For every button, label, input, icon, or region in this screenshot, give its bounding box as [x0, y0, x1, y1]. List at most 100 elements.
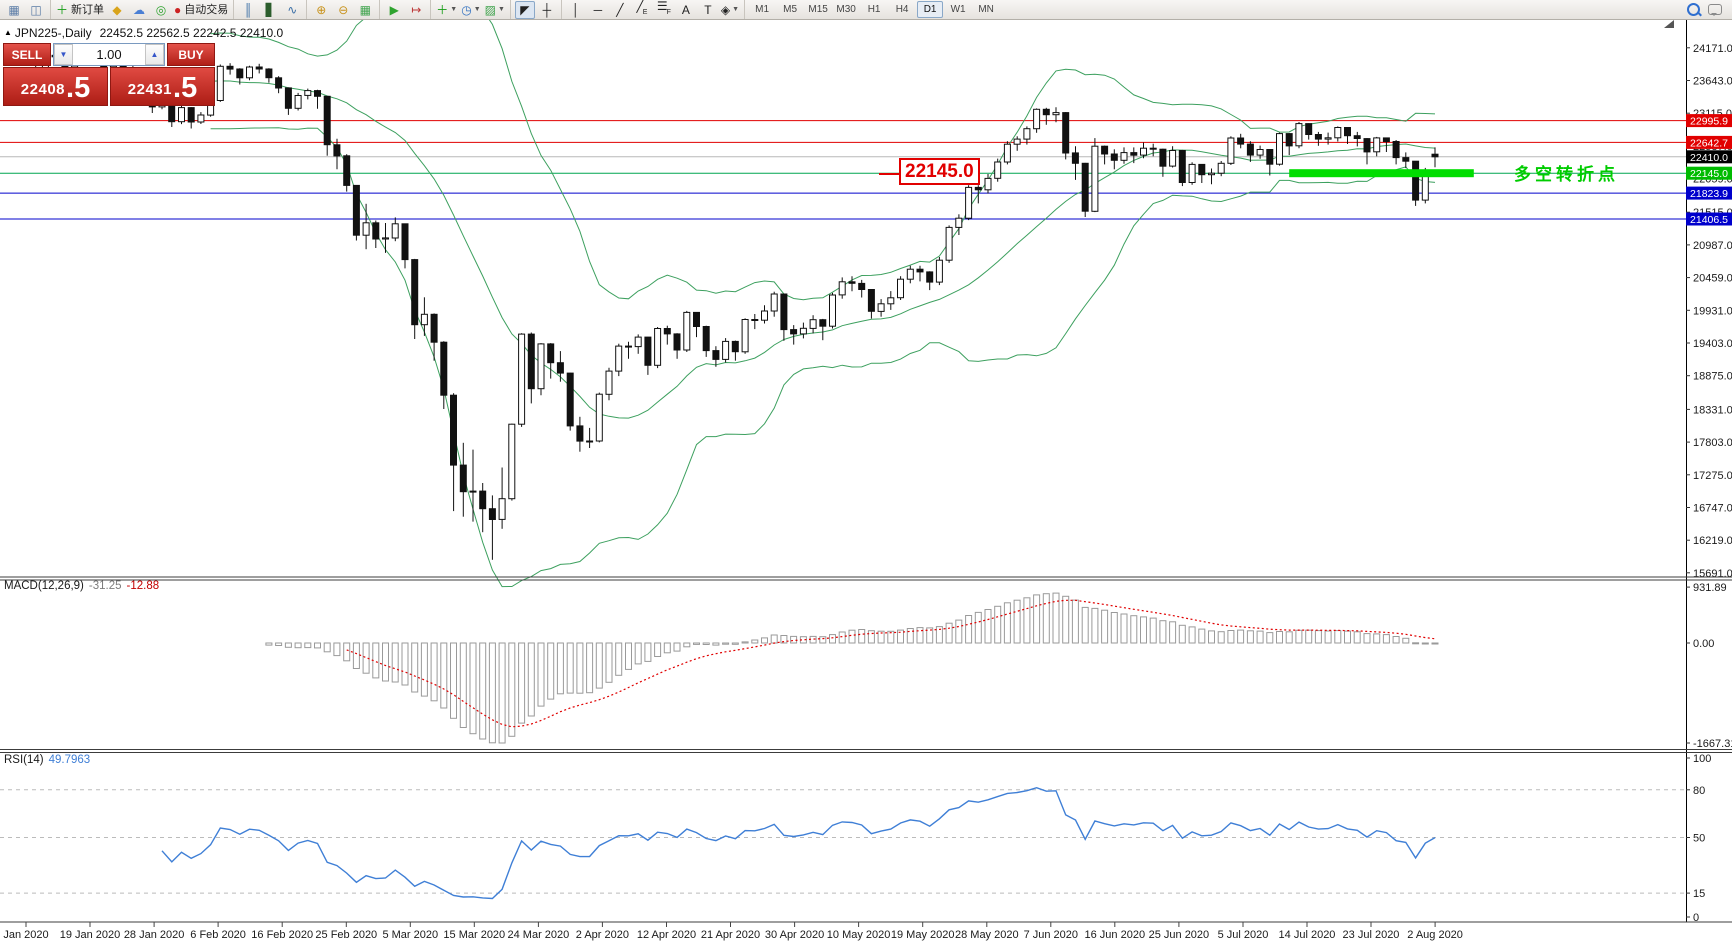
volume-increase-icon[interactable]: ▲ — [145, 44, 164, 65]
autotrading-glyph: ● — [174, 2, 182, 17]
chart-profiles-icon[interactable]: ◫ — [26, 1, 46, 19]
zoom-in-icon[interactable]: ⊕ — [311, 1, 331, 19]
auto-scroll-icon[interactable]: ▶ — [384, 1, 404, 19]
timeframe-m30-button[interactable]: M30 — [836, 4, 856, 15]
date-tick: 25 Feb 2020 — [315, 929, 377, 941]
price-tag-21406.5 — [1686, 212, 1732, 226]
community-icon[interactable]: ☁ — [129, 1, 149, 19]
equidistant-channel-glyph: ╱E — [636, 0, 648, 16]
line-chart-mode-glyph: ∿ — [287, 2, 298, 17]
crosshair-icon[interactable]: ┼ — [537, 1, 557, 19]
svg-text:22642.7: 22642.7 — [1690, 137, 1728, 149]
candlestick-mode-glyph: ▋ — [265, 2, 275, 17]
timeframe-d1-button[interactable]: D1 — [917, 1, 944, 18]
price-tick: 20987.0 — [1693, 240, 1732, 252]
arrows-glyph: ◈ — [720, 2, 731, 17]
arrows-dropdown-icon[interactable]: ▼ — [732, 5, 740, 13]
volume-spinner: ▼ 1.00 ▲ — [53, 43, 165, 66]
line-chart-mode-icon[interactable]: ∿ — [282, 1, 302, 19]
macd-panel: 931.89 0.00 -1667.31 — [265, 582, 1732, 750]
timeframe-w1-button[interactable]: W1 — [950, 4, 966, 15]
price-tick: 17803.0 — [1693, 437, 1732, 449]
horizontal-line-glyph: ─ — [593, 2, 603, 17]
cursor-icon[interactable]: ◤ — [514, 0, 535, 19]
community-glyph: ☁ — [133, 2, 146, 17]
date-tick: 14 Jul 2020 — [1279, 929, 1336, 941]
rsi-tick: 50 — [1693, 833, 1705, 845]
svg-text:22145.0: 22145.0 — [1690, 168, 1728, 180]
date-tick: 24 Mar 2020 — [508, 929, 570, 941]
template-select-dropdown-icon[interactable]: ▼ — [497, 5, 505, 13]
price-tag-22642.7 — [1686, 135, 1732, 149]
trend-line-icon[interactable]: ╱ — [610, 1, 630, 19]
equidistant-channel-icon[interactable]: ╱E — [632, 0, 652, 19]
chat-icon[interactable] — [1705, 1, 1725, 19]
turning-point-note[interactable]: 多空转折点 — [1514, 165, 1619, 184]
timeframe-mn-button[interactable]: MN — [978, 4, 994, 15]
chart-shift-icon[interactable]: ↦ — [406, 1, 426, 19]
new-order-button[interactable]: ＋新订单 — [55, 1, 105, 19]
bar-chart-mode-glyph: ║ — [244, 2, 253, 17]
price-callout-22145[interactable]: 22145.0 — [879, 158, 980, 185]
add-indicator-icon[interactable]: ＋ ▼ — [435, 1, 458, 19]
bollinger-upper — [210, 19, 1436, 301]
toolbar-group: ⊕ ⊖ ▦ — [306, 0, 379, 19]
vertical-line-icon[interactable]: │ — [566, 1, 586, 19]
text-label-icon[interactable]: T — [698, 1, 718, 19]
macd-tick: 0.00 — [1693, 638, 1714, 650]
buy-button[interactable]: BUY — [167, 43, 215, 66]
sell-button[interactable]: SELL — [3, 43, 51, 66]
new-chart-icon[interactable]: ▦ — [4, 1, 24, 19]
price-tag-22995.9 — [1686, 114, 1732, 128]
text-icon[interactable]: A — [676, 1, 696, 19]
timeframe-h4-button[interactable]: H4 — [895, 4, 909, 15]
deposit-icon[interactable]: ◆ — [107, 1, 127, 19]
fibonacci-glyph: ☰F — [656, 0, 671, 16]
macd-value-main: -31.25 — [88, 580, 122, 592]
date-tick: 10 May 2020 — [827, 929, 891, 941]
price-tick: 15691.0 — [1693, 568, 1732, 580]
auto-scroll-glyph: ▶ — [389, 2, 399, 17]
arrows-icon[interactable]: ◈ ▼ — [720, 1, 740, 19]
period-select-dropdown-icon[interactable]: ▼ — [473, 5, 481, 13]
rsi-tick: 80 — [1693, 785, 1705, 797]
template-select-glyph: ▨ — [484, 2, 496, 17]
timeframe-h1-button[interactable]: H1 — [867, 4, 881, 15]
tile-windows-icon[interactable]: ▦ — [355, 1, 375, 19]
turning-point-highlight[interactable] — [1289, 169, 1474, 178]
chart-shift-marker[interactable] — [1664, 20, 1674, 28]
candlestick-series — [22, 50, 1439, 560]
volume-decrease-icon[interactable]: ▼ — [54, 44, 73, 65]
signals-icon[interactable]: ◎ — [151, 1, 171, 19]
timeframe-m1-button[interactable]: M1 — [755, 4, 770, 15]
volume-value[interactable]: 1.00 — [96, 47, 122, 62]
toolbar-group: │ ─ ╱ ╱E ☰F A T ◈ ▼ — [560, 0, 744, 19]
rsi-tick: 15 — [1693, 888, 1705, 900]
date-axis[interactable]: Jan 2020 19 Jan 2020 28 Jan 2020 6 Feb 2020… — [3, 922, 1463, 941]
template-select-icon[interactable]: ▨ ▼ — [484, 1, 506, 19]
fibonacci-icon[interactable]: ☰F — [654, 0, 674, 19]
panel-separators[interactable] — [0, 576, 1732, 923]
bar-chart-mode-icon[interactable]: ║ — [238, 1, 258, 19]
crosshair-glyph: ┼ — [542, 2, 552, 17]
price-tick: 18875.0 — [1693, 371, 1732, 383]
search-icon[interactable] — [1683, 1, 1703, 19]
timeframe-m5-button[interactable]: M5 — [783, 4, 798, 15]
horizontal-line-icon[interactable]: ─ — [588, 1, 608, 19]
symbol-period-label: JPN225-,Daily — [14, 26, 92, 40]
autotrading-button[interactable]: ● 自动交易 — [173, 1, 229, 19]
zoom-out-icon[interactable]: ⊖ — [333, 1, 353, 19]
rsi-panel: 100 80 50 15 0 — [0, 753, 1711, 924]
period-select-icon[interactable]: ◷ ▼ — [460, 1, 481, 19]
buy-price-panel[interactable]: 22431.5 — [110, 67, 215, 106]
timeframe-m15-button[interactable]: M15 — [808, 4, 828, 15]
buy-price: 22431 — [127, 81, 173, 98]
date-tick: 5 Mar 2020 — [382, 929, 438, 941]
chart-title: ▲ JPN225-,Daily 22452.5 22562.5 22242.5 22… — [4, 26, 283, 40]
toolbar-group: ▶ ↦ — [379, 0, 430, 19]
add-indicator-dropdown-icon[interactable]: ▼ — [450, 5, 458, 13]
candlestick-mode-icon[interactable]: ▋ — [260, 1, 280, 19]
price-tick: 23643.0 — [1693, 76, 1732, 88]
sell-price-panel[interactable]: 22408.5 — [3, 67, 108, 106]
date-tick: 7 Jun 2020 — [1024, 929, 1078, 941]
